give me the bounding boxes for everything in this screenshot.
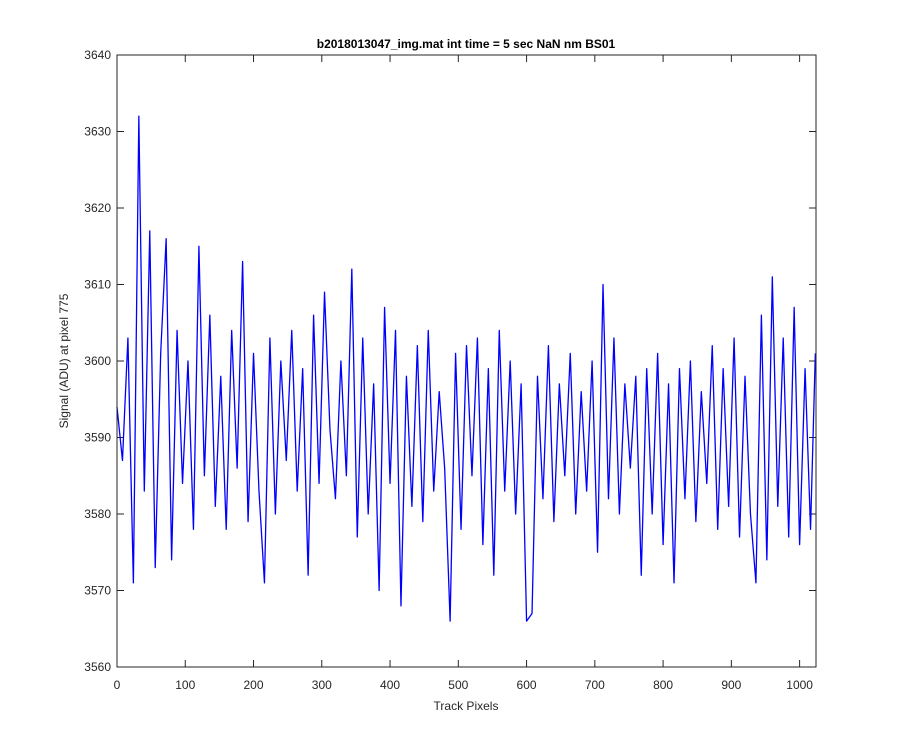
x-tick-label: 400: [380, 678, 400, 692]
plot-frame: [116, 54, 817, 668]
y-tick-label: 3610: [84, 278, 111, 292]
y-tick-label: 3580: [84, 507, 111, 521]
y-tick-label: 3570: [84, 584, 111, 598]
y-tick-label: 3630: [84, 125, 111, 139]
y-tick-label: 3560: [84, 660, 111, 674]
x-axis-label: Track Pixels: [434, 699, 499, 713]
x-tick-label: 500: [448, 678, 468, 692]
chart-title: b2018013047_img.mat int time = 5 sec NaN…: [317, 37, 616, 51]
x-tick-label: 700: [585, 678, 605, 692]
data-line: [116, 115, 816, 622]
y-tick-label: 3640: [84, 48, 111, 62]
y-tick-label: 3620: [84, 201, 111, 215]
x-tick-label: 900: [721, 678, 741, 692]
x-tick-label: 600: [517, 678, 537, 692]
y-axis-label: Signal (ADU) at pixel 775: [57, 293, 71, 428]
x-tick-label: 1000: [786, 678, 813, 692]
y-tick-label: 3600: [84, 354, 111, 368]
x-tick-label: 200: [244, 678, 264, 692]
x-tick-label: 800: [653, 678, 673, 692]
x-tick-label: 0: [114, 678, 121, 692]
y-tick-label: 3590: [84, 431, 111, 445]
x-tick-label: 300: [312, 678, 332, 692]
x-tick-label: 100: [175, 678, 195, 692]
